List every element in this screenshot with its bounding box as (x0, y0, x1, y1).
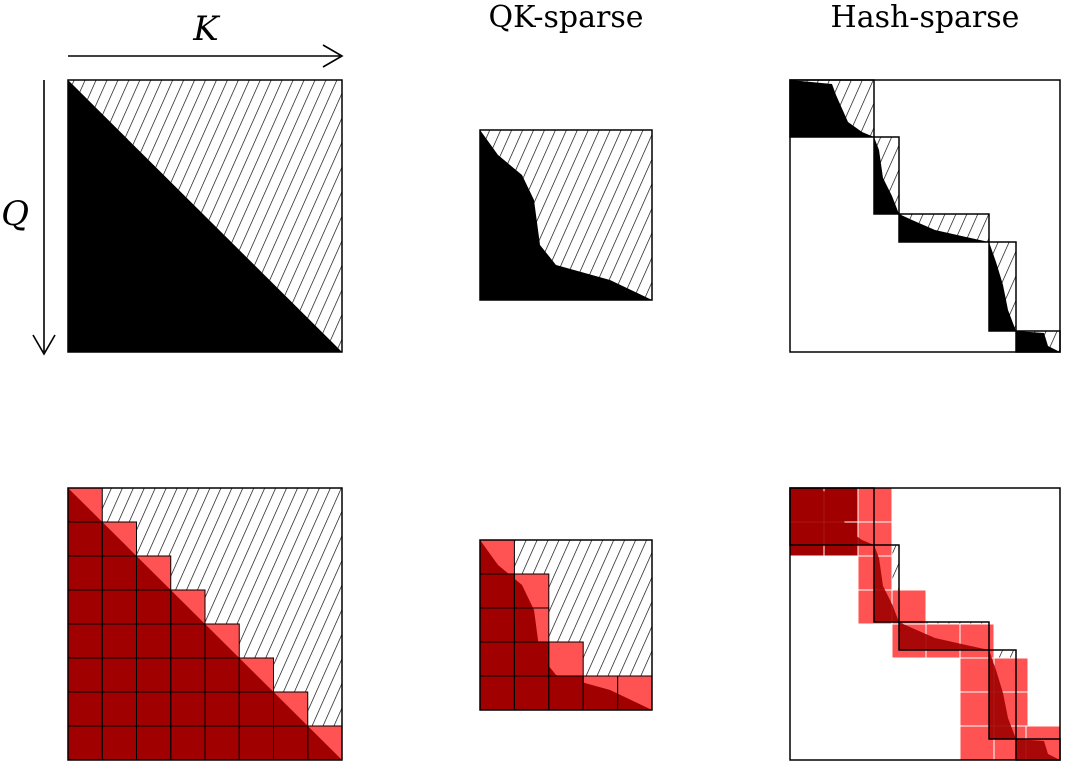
qk-block-mask (479, 539, 653, 711)
qk-block-fill (480, 540, 652, 710)
qk-block-border (479, 539, 653, 711)
hash-block-border (789, 487, 1061, 761)
hash-block-mask (789, 487, 1061, 761)
column-title-hash-sparse: Hash-sparse (831, 0, 1020, 35)
hash-block-2-fill (874, 137, 899, 214)
qk-sparse-fill (480, 130, 652, 300)
hash-block-4-fill (989, 242, 1016, 331)
hash-block-cell (857, 487, 893, 523)
hash-block-3-fill (899, 214, 989, 242)
dense-block-border (67, 487, 343, 761)
qk-sparse-border (479, 129, 653, 301)
axis-q-label: Q (1, 194, 29, 234)
dense-block-mask (67, 487, 343, 761)
hash-sparse-mask (789, 79, 1061, 353)
dense-causal-mask (67, 79, 343, 353)
qk-sparse-mask (479, 129, 653, 301)
k-arrow-icon (68, 44, 344, 68)
q-arrow-icon (32, 80, 56, 356)
hash-sparse-border (789, 79, 1061, 353)
dense-causal-border (67, 79, 343, 353)
hash-block-5-fill (1016, 331, 1060, 352)
dense-causal-fill (68, 80, 342, 352)
hash-block-1-fill (790, 80, 874, 137)
qk-block-cell (548, 642, 584, 676)
axis-k-label: K (192, 9, 221, 49)
column-title-qk-sparse: QK-sparse (489, 0, 644, 35)
